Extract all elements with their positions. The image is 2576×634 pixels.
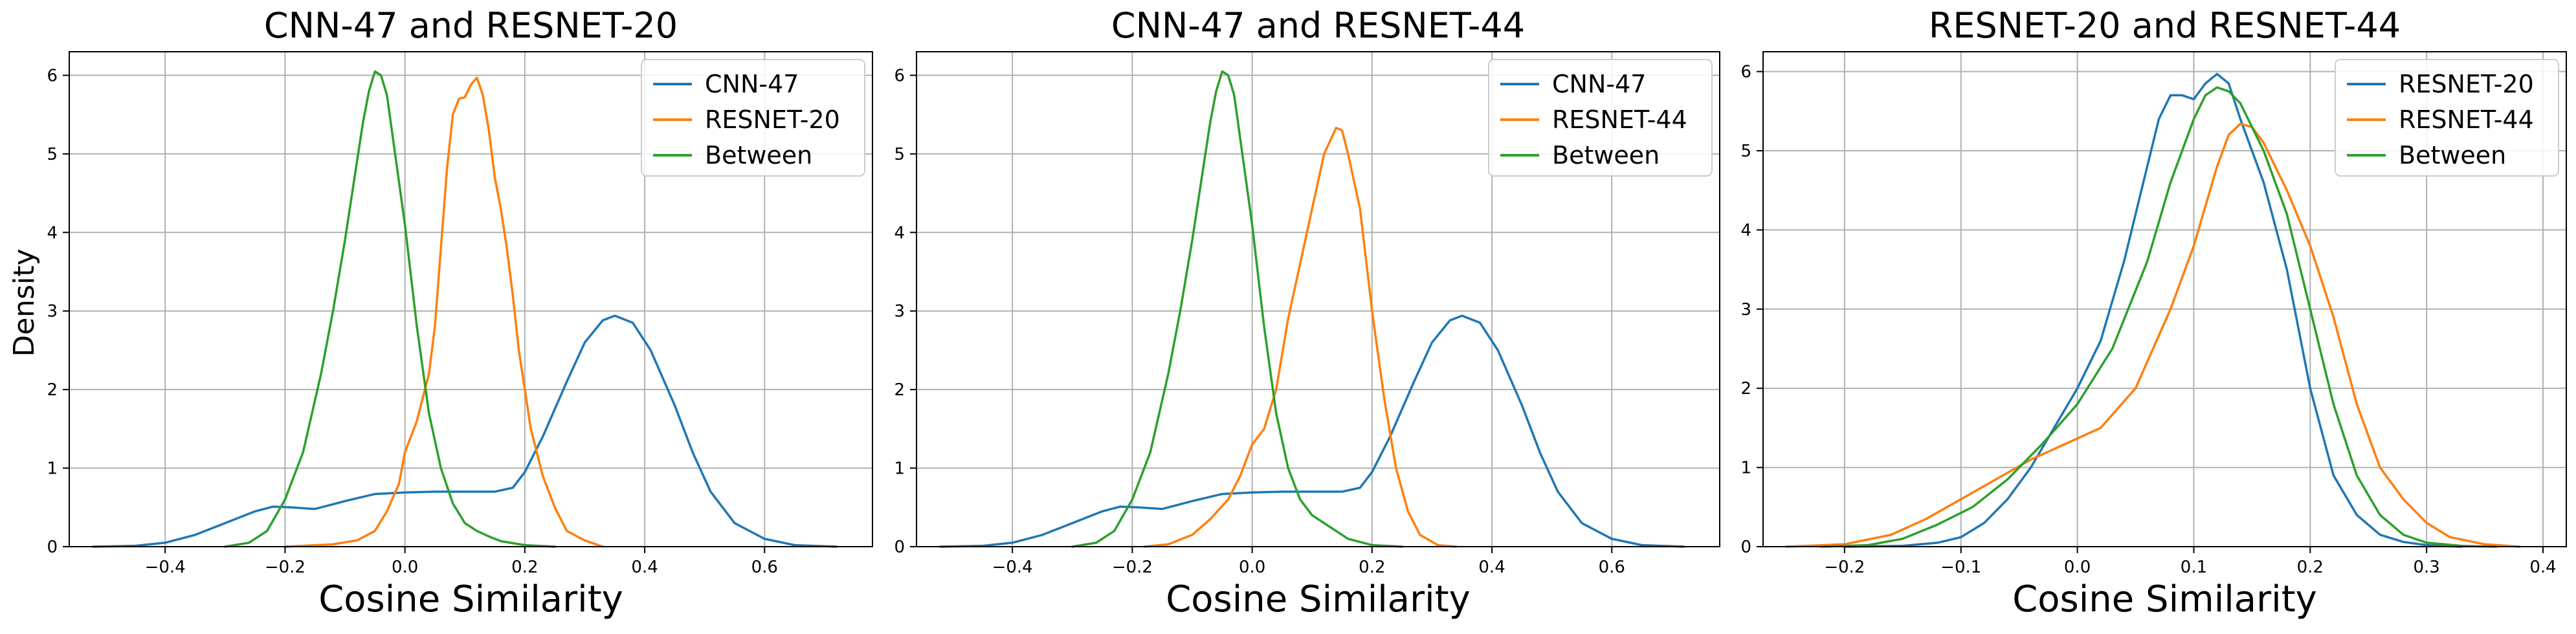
x-tick-label: 0.6 <box>1599 558 1625 577</box>
x-tick-label: 0.0 <box>2064 558 2091 577</box>
x-axis-label: Cosine Similarity <box>318 578 623 620</box>
x-axis-label: Cosine Similarity <box>2012 578 2317 620</box>
x-tick-label: −0.1 <box>1940 558 1981 577</box>
axes-frame <box>1762 51 2567 547</box>
x-tick-label: 0.2 <box>1359 558 1385 577</box>
legend-label: RESNET-44 <box>1552 105 1687 134</box>
y-tick-label: 3 <box>47 302 58 322</box>
series-line-between <box>1820 86 2498 548</box>
series-line-resnet-20 <box>1843 72 2463 548</box>
legend-box <box>641 59 865 177</box>
legend-label: Between <box>1552 141 1660 169</box>
x-tick-label: −0.2 <box>1112 558 1153 577</box>
series-line-resnet-44 <box>1785 122 2521 548</box>
y-tick-label: 1 <box>894 459 905 479</box>
x-tick-label: −0.2 <box>265 558 305 577</box>
legend: RESNET-20 RESNET-44 Between <box>2335 59 2559 177</box>
x-tick-label: −0.4 <box>145 558 186 577</box>
series-line-between <box>1071 70 1403 548</box>
y-tick-label: 0 <box>894 538 905 557</box>
axes-frame <box>69 51 873 547</box>
y-tick-label: 2 <box>47 380 58 400</box>
series-line-cnn-47 <box>92 314 838 548</box>
x-tick-label: 0.4 <box>1478 558 1505 577</box>
series-line-resnet-20 <box>283 76 604 548</box>
y-tick-label: 5 <box>47 145 58 164</box>
legend: CNN-47 RESNET-44 Between <box>1488 59 1713 177</box>
x-tick-label: 0.1 <box>2181 558 2207 577</box>
x-axis-label: Cosine Similarity <box>1166 578 1471 620</box>
y-tick-label: 2 <box>1740 379 1751 399</box>
x-tick-label: 0.6 <box>751 558 778 577</box>
x-tick-label: 0.0 <box>392 558 418 577</box>
y-tick-label: 6 <box>894 66 905 85</box>
chart-title: CNN-47 and RESNET-44 <box>1111 5 1525 46</box>
y-tick-label: 6 <box>47 66 58 85</box>
x-tick-label: −0.4 <box>992 558 1033 577</box>
x-tick-label: 0.4 <box>2529 558 2556 577</box>
legend-label: Between <box>2399 141 2506 169</box>
legend-label: Between <box>705 141 812 169</box>
legend-label: RESNET-44 <box>2399 105 2534 134</box>
legend-label: CNN-47 <box>1552 70 1646 98</box>
legend-box <box>1488 59 1713 177</box>
subplots: −0.4 −0.2 0.0 0.2 0.4 0.6 0 1 2 3 4 5 6 CNN-47 and RE… <box>47 5 2567 620</box>
chart-title: RESNET-20 and RESNET-44 <box>1929 5 2401 46</box>
y-axis-label: Density <box>8 248 41 356</box>
y-tick-label: 4 <box>894 223 905 243</box>
y-tick-label: 3 <box>894 302 905 322</box>
legend-label: RESNET-20 <box>2399 70 2534 98</box>
chart-title: CNN-47 and RESNET-20 <box>264 5 678 46</box>
x-tick-label: 0.0 <box>1239 558 1265 577</box>
y-tick-label: 4 <box>1740 221 1751 240</box>
legend-label: RESNET-20 <box>705 105 840 134</box>
y-tick-label: 0 <box>47 538 58 557</box>
x-tick-label: 0.3 <box>2413 558 2439 577</box>
subplot-2: −0.4 −0.2 0.0 0.2 0.4 0.6 0 1 2 3 4 5 6 CNN-47 and RE… <box>894 5 1720 620</box>
y-tick-label: 6 <box>1740 63 1751 82</box>
y-tick-label: 2 <box>894 380 905 400</box>
y-tick-label: 5 <box>1740 142 1751 161</box>
x-tick-label: 0.2 <box>511 558 538 577</box>
subplot-3: −0.2 −0.1 0.0 0.1 0.2 0.3 0.4 0 1 2 3 4 5 6 RESNET-20 … <box>1740 5 2567 620</box>
subplot-1: −0.4 −0.2 0.0 0.2 0.4 0.6 0 1 2 3 4 5 6 CNN-47 and RE… <box>47 5 873 620</box>
y-tick-label: 5 <box>894 145 905 164</box>
series-line-between <box>224 70 556 548</box>
legend-box <box>2335 59 2559 177</box>
y-tick-label: 4 <box>47 223 58 243</box>
x-tick-label: 0.4 <box>631 558 658 577</box>
x-tick-label: −0.2 <box>1824 558 1865 577</box>
x-tick-label: 0.2 <box>2297 558 2324 577</box>
y-tick-label: 3 <box>1740 300 1751 320</box>
y-tick-label: 0 <box>1740 538 1751 557</box>
y-tick-label: 1 <box>1740 459 1751 478</box>
series-line-cnn-47 <box>939 314 1685 548</box>
axes-frame <box>916 51 1720 547</box>
legend: CNN-47 RESNET-20 Between <box>641 59 865 177</box>
y-tick-label: 1 <box>47 459 58 479</box>
series-line-resnet-44 <box>1143 127 1458 548</box>
legend-label: CNN-47 <box>705 70 799 98</box>
